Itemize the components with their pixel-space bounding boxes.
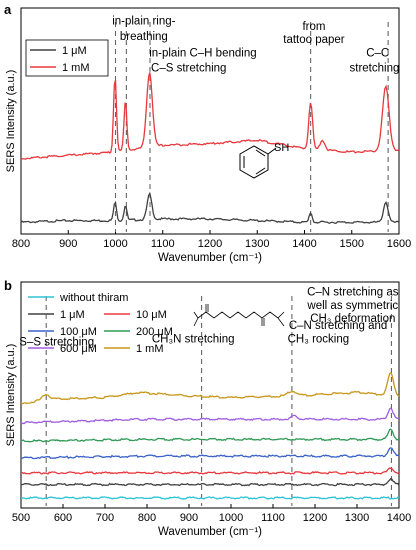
panel-a-annotation: in-plain ring- [112, 16, 175, 28]
panel-a-x-tick-label: 1100 [151, 238, 175, 250]
panel-b-legend-label-10um: 10 μM [136, 309, 167, 321]
panel-b-legend-label-100um: 100 μM [60, 326, 97, 338]
panel-b-x-tick-label: 600 [54, 512, 72, 524]
panel-b-thiram-structure [193, 304, 285, 327]
panel-a-annotation: stretching [350, 63, 400, 75]
panel-a-x-tick-label: 1000 [103, 238, 127, 250]
benzene-double-bond [255, 167, 266, 175]
panel-b-series-1-m [20, 477, 400, 487]
thiol-label: SH [274, 142, 289, 154]
panel-b-frame [20, 281, 400, 509]
panel-a-annotations: in-plain ring-breathing in-plain C–H bend… [112, 16, 399, 75]
panel-b-x-tick-label: 800 [138, 512, 156, 524]
panel-b: b 500 600 700 800 900 1000 1100 1200 1300 1400 S–… [4, 278, 411, 538]
thiram-backbone [197, 311, 279, 319]
panel-a-annotation: C–C [366, 48, 389, 60]
panel-a-x-tick-label: 1300 [245, 238, 269, 250]
panel-a-series-1-m [20, 191, 400, 225]
panel-b-annotation: CH₃N stretching [152, 333, 235, 345]
panel-a-annotation: C–S stretching [151, 63, 226, 75]
panel-a-annotation: breathing [120, 31, 168, 43]
panel-a-thiophenol-structure: SH [239, 142, 289, 179]
panel-b-legend-label-200um: 200 μM [136, 326, 173, 338]
panel-b-legend: without thiram 1 μM 10 μM 100 μM 200 μM … [28, 292, 173, 355]
panel-a-annotation: from [302, 21, 325, 33]
panel-a-legend-label-1mm: 1 mM [62, 62, 90, 74]
thiram-bond [277, 311, 285, 319]
panel-b-x-tick-label: 1400 [387, 512, 411, 524]
panel-a-series [20, 72, 400, 225]
panel-b-x-tick-label: 700 [96, 512, 114, 524]
panel-b-annotation: C–N stretching and [289, 320, 387, 332]
panel-b-legend-label-1mm: 1 mM [136, 343, 164, 355]
panel-b-legend-label-600um: 600 μM [60, 343, 97, 355]
panel-a-series-1-mm [20, 72, 400, 160]
panel-a-annotation: tattoo paper [283, 34, 345, 46]
panel-a-x-tick-label: 800 [12, 238, 30, 250]
thiram-bond [277, 317, 285, 327]
panel-a-legend-label-1um: 1 μM [62, 45, 87, 57]
panel-b-x-tick-label: 1300 [345, 512, 369, 524]
panel-b-x-tick-label: 1200 [303, 512, 327, 524]
panel-b-series [20, 372, 400, 500]
panel-a-x-tick-label: 900 [59, 238, 77, 250]
panel-b-dashed-lines [45, 296, 392, 506]
thiram-bond [193, 311, 199, 319]
panel-b-annotation: CH₃ rocking [288, 333, 350, 345]
thiol-bond [267, 147, 277, 155]
panel-b-annotation: S–S stretching [19, 337, 94, 349]
panel-a-letter: a [4, 2, 12, 17]
panel-b-annotation: C–N stretching as [307, 286, 399, 298]
panel-b-annotation: CH₃ deformation [310, 313, 395, 325]
panel-b-y-axis-label: SERS Intensity (a.u.) [5, 344, 17, 447]
panel-a-x-tick-label: 1400 [292, 238, 316, 250]
panel-a-x-tick-label: 1500 [340, 238, 364, 250]
panel-a-annotation: in-plain C–H bending [149, 48, 256, 60]
panel-b-x-tick-label: 500 [12, 512, 30, 524]
benzene-double-bond [255, 149, 266, 157]
panel-a-x-tick-label: 1600 [387, 238, 411, 250]
panel-b-x-tick-label: 900 [180, 512, 198, 524]
panel-b-annotation: well as symmetric [306, 300, 398, 312]
panel-a-x-tick-label: 1200 [198, 238, 222, 250]
panel-b-series-200-m [21, 428, 400, 443]
panel-a-x-axis-label: Wavenumber (cm⁻¹) [158, 252, 262, 264]
panel-b-legend-label-1um: 1 μM [60, 309, 85, 321]
panel-a-y-axis-label: SERS Intensity (a.u.) [5, 70, 17, 173]
panel-b-series-100-m [20, 447, 400, 460]
panel-b-series-1-mm [20, 372, 400, 405]
panel-b-x-axis-label: Wavenumber (cm⁻¹) [158, 526, 262, 538]
panel-b-series-without-thiram [21, 496, 400, 500]
panel-b-letter: b [4, 278, 12, 293]
panel-a: a 800 900 1000 1100 1200 1300 1400 1500 1600 in-… [4, 2, 411, 264]
panel-b-series-600-m [20, 407, 400, 425]
panel-a-legend-box [25, 39, 109, 77]
panel-b-x-tick-label: 1100 [261, 512, 285, 524]
panel-b-series-10-m [20, 467, 400, 475]
panel-b-x-ticks: 500 600 700 800 900 1000 1100 1200 1300 1400 [12, 504, 411, 524]
thiram-bond [193, 317, 199, 327]
panel-a-x-ticks: 800 900 1000 1100 1200 1300 1400 1500 1600 [12, 230, 411, 250]
panel-b-legend-label-without-thiram: without thiram [59, 292, 128, 304]
benzene-ring [239, 145, 269, 179]
panel-b-annotations: S–S stretching CH₃N stretching C–N stretch… [19, 286, 398, 348]
panel-a-legend: 1 μM 1 mM [25, 39, 109, 77]
panel-b-x-tick-label: 1000 [219, 512, 243, 524]
